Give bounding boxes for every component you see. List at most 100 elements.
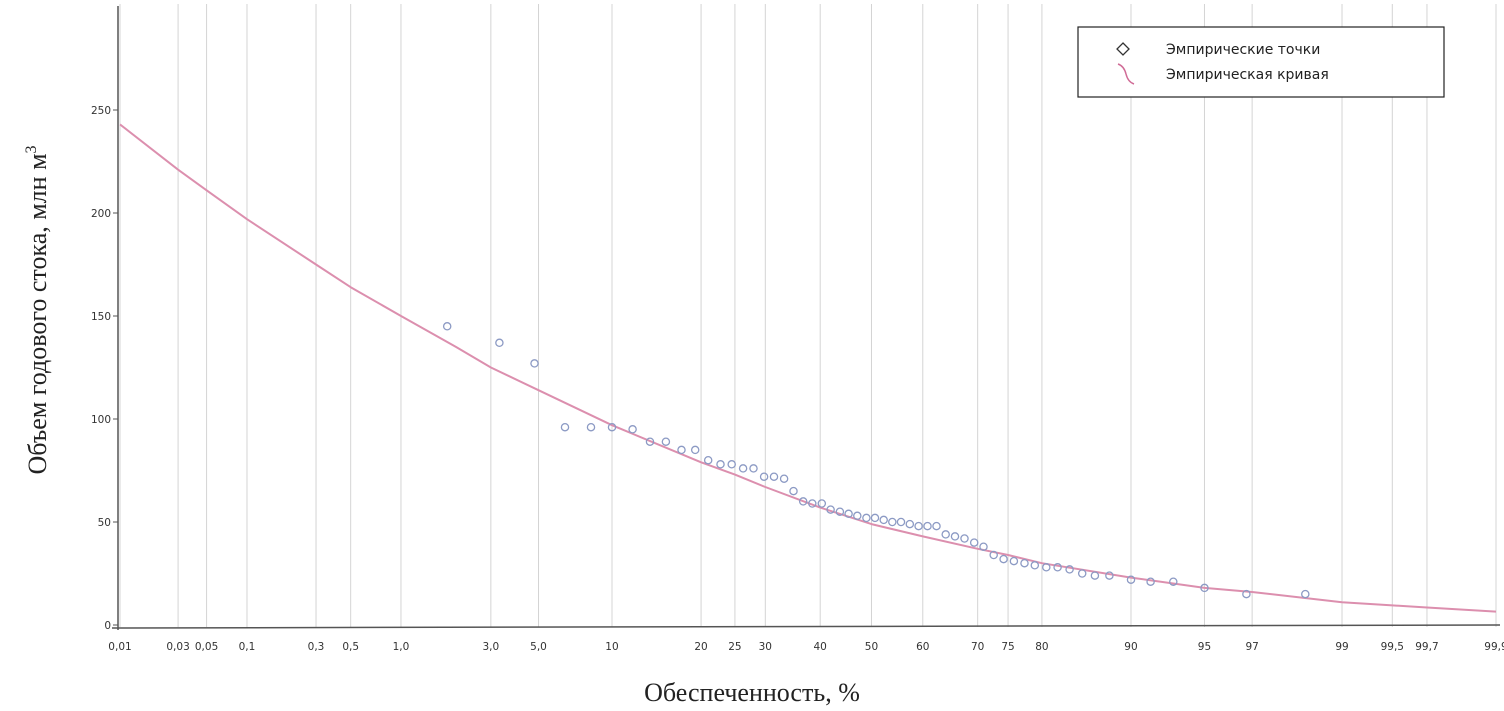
empirical-point: [530, 359, 539, 368]
empirical-point: [905, 519, 915, 529]
empirical-point: [835, 507, 845, 516]
empirical-point: [1242, 589, 1251, 599]
y-axis-title: Объем годового стока, млн м3: [23, 145, 52, 474]
empirical-point: [759, 472, 769, 481]
empirical-point: [1169, 577, 1178, 586]
empirical-point: [586, 422, 596, 432]
x-tick-label: 0,3: [308, 641, 325, 653]
empirical-point: [941, 530, 950, 539]
empirical-point: [661, 437, 671, 446]
empirical-point: [749, 464, 758, 473]
x-tick-label: 70: [971, 641, 984, 653]
x-tick-label: 0,01: [108, 641, 131, 653]
x-tick-label: 25: [728, 641, 741, 653]
empirical-point: [1053, 563, 1062, 572]
legend-box: [1077, 26, 1445, 98]
x-tick-label: 80: [1035, 641, 1048, 653]
empirical-point: [1030, 561, 1040, 570]
x-axis-title: Обеспеченность, %: [644, 678, 860, 707]
empirical-point: [1009, 556, 1019, 566]
y-tick-label: 150: [91, 311, 111, 323]
empirical-point: [826, 505, 835, 514]
legend-points-label: Эмпирические точки: [1166, 42, 1320, 58]
y-tick-label: 100: [91, 414, 111, 426]
axes: [111, 6, 1501, 630]
empirical-point: [442, 322, 452, 331]
x-tick-label: 60: [916, 641, 929, 653]
x-tick-labels: 0,01 0,03 0,05 0,1 0,3 0,5 1,0 3,0 5,0 10 20 25 30 40…: [108, 641, 1504, 653]
empirical-point: [1077, 569, 1087, 578]
empirical-point: [1042, 563, 1051, 572]
empirical-point: [769, 472, 779, 481]
empirical-point: [923, 521, 932, 531]
x-tick-label: 0,03: [166, 641, 189, 653]
empirical-curve-layer: [119, 123, 1497, 613]
empirical-curve: [119, 123, 1497, 613]
x-tick-label: 90: [1124, 641, 1137, 653]
empirical-point: [495, 338, 504, 348]
empirical-point: [808, 499, 817, 508]
empirical-point: [879, 515, 888, 525]
x-tick-label: 95: [1198, 641, 1211, 653]
x-tick-label: 20: [694, 641, 707, 653]
empirical-point: [738, 464, 748, 473]
empirical-points-layer: [442, 322, 1310, 599]
x-tick-label: 5,0: [530, 641, 547, 653]
x-tick-label: 99,7: [1415, 641, 1438, 653]
x-tick-label: 3,0: [482, 641, 499, 653]
empirical-point: [690, 445, 700, 455]
empirical-point: [607, 422, 617, 432]
empirical-point: [1020, 558, 1029, 568]
legend-curve-symbol-icon: [1117, 63, 1135, 85]
empirical-point: [1200, 583, 1209, 593]
x-tick-label: 97: [1245, 641, 1258, 653]
empirical-point: [853, 511, 862, 521]
empirical-point: [703, 455, 713, 465]
x-tick-label: 75: [1001, 641, 1014, 653]
x-tick-label: 1,0: [393, 641, 410, 653]
x-tick-label: 10: [605, 641, 618, 653]
x-tick-label: 30: [759, 641, 772, 653]
empirical-point: [1301, 589, 1310, 599]
empirical-point: [870, 513, 880, 523]
y-tick-label: 50: [98, 517, 111, 529]
y-tick-labels: 0 50 100 150 200 250: [91, 105, 118, 632]
empirical-point: [1126, 575, 1136, 584]
x-tick-label: 99: [1335, 641, 1348, 653]
x-tick-label: 0,1: [239, 641, 256, 653]
empirical-point: [932, 521, 941, 531]
empirical-point: [969, 538, 979, 547]
y-tick-label: 200: [91, 208, 111, 220]
empirical-point: [862, 513, 871, 523]
empirical-point: [999, 554, 1008, 564]
y-tick-label: 250: [91, 105, 111, 117]
legend-points-symbol-icon: [1116, 42, 1130, 56]
x-tick-label: 0,5: [342, 641, 359, 653]
empirical-point: [716, 460, 725, 469]
empirical-point: [645, 437, 655, 446]
x-tick-label: 40: [814, 641, 827, 653]
empirical-point: [1065, 565, 1074, 574]
vertical-grid: [119, 4, 1497, 627]
empirical-point: [779, 474, 789, 483]
empirical-point: [560, 422, 570, 432]
x-tick-label: 50: [865, 641, 878, 653]
empirical-point: [914, 521, 923, 531]
empirical-point: [888, 517, 897, 527]
x-tick-label: 99,9: [1484, 641, 1504, 653]
legend-curve-label: Эмпирическая кривая: [1166, 67, 1329, 83]
empirical-point: [727, 460, 736, 469]
legend: Эмпирические точки Эмпирическая кривая: [1077, 26, 1445, 98]
x-tick-label: 0,05: [195, 641, 218, 653]
x-tick-label: 99,5: [1381, 641, 1404, 653]
empirical-point: [844, 509, 853, 519]
empirical-point: [989, 550, 998, 560]
empirical-point: [789, 486, 798, 496]
empirical-point: [896, 517, 906, 527]
empirical-point: [817, 499, 827, 508]
empirical-point: [1146, 577, 1155, 586]
empirical-point: [798, 497, 808, 506]
empirical-point: [979, 542, 988, 551]
empirical-point: [1090, 571, 1100, 580]
